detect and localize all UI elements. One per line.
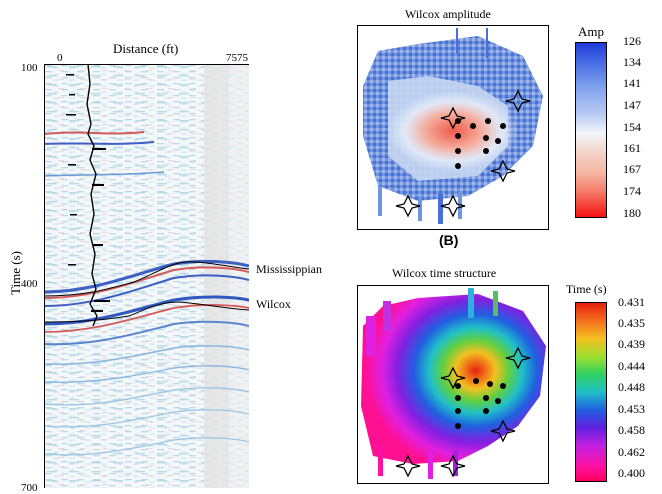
amp-value-174: 174	[623, 184, 641, 198]
time-value-1: 0.435	[618, 316, 645, 330]
y-tick-700: 700	[21, 482, 38, 494]
amplitude-map	[357, 25, 549, 230]
time-colorbar	[575, 302, 607, 482]
time-value-8: 0.400	[618, 466, 645, 480]
amp-value-141: 141	[623, 76, 641, 90]
time-value-3: 0.444	[618, 359, 645, 373]
horizon-label-wilcox: Wilcox	[256, 297, 291, 311]
horizon-label-mississippian: Mississippian	[256, 262, 323, 276]
amp-value-180: 180	[623, 206, 641, 220]
section-frame-top	[44, 64, 249, 65]
y-tick-400: 400	[21, 278, 38, 290]
time-value-7: 0.462	[618, 445, 645, 459]
amp-value-154: 154	[623, 120, 641, 134]
seismic-section	[44, 64, 249, 488]
amplitude-map-svg	[363, 28, 543, 224]
distance-axis-title: Distance (ft)	[113, 41, 179, 56]
time-structure-title: Wilcox time structure	[392, 266, 497, 280]
time-structure-map	[357, 285, 549, 484]
time-value-4: 0.448	[618, 380, 645, 394]
amp-value-134: 134	[623, 55, 641, 69]
panel-b-label: (B)	[439, 232, 459, 248]
amplitude-map-title: Wilcox amplitude	[405, 7, 491, 21]
amp-value-147: 147	[623, 98, 641, 112]
section-frame-left	[44, 64, 45, 488]
time-value-6: 0.458	[618, 423, 645, 437]
amp-value-167: 167	[623, 162, 641, 176]
x-tick-start: 0	[57, 52, 63, 64]
time-value-2: 0.439	[618, 337, 645, 351]
amp-colorbar	[575, 42, 607, 218]
amp-value-126: 126	[623, 34, 641, 48]
seismic-section-svg	[44, 64, 249, 488]
time-value-5: 0.453	[618, 402, 645, 416]
time-colorbar-title: Time (s)	[566, 282, 607, 296]
x-tick-end: 7575	[226, 52, 248, 64]
amp-value-161: 161	[623, 141, 641, 155]
time-axis-title: Time (s)	[7, 251, 23, 295]
time-value-0: 0.431	[618, 295, 645, 309]
time-structure-svg	[361, 288, 546, 479]
y-tick-100: 100	[21, 62, 38, 74]
amp-colorbar-title: Amp	[578, 24, 604, 39]
